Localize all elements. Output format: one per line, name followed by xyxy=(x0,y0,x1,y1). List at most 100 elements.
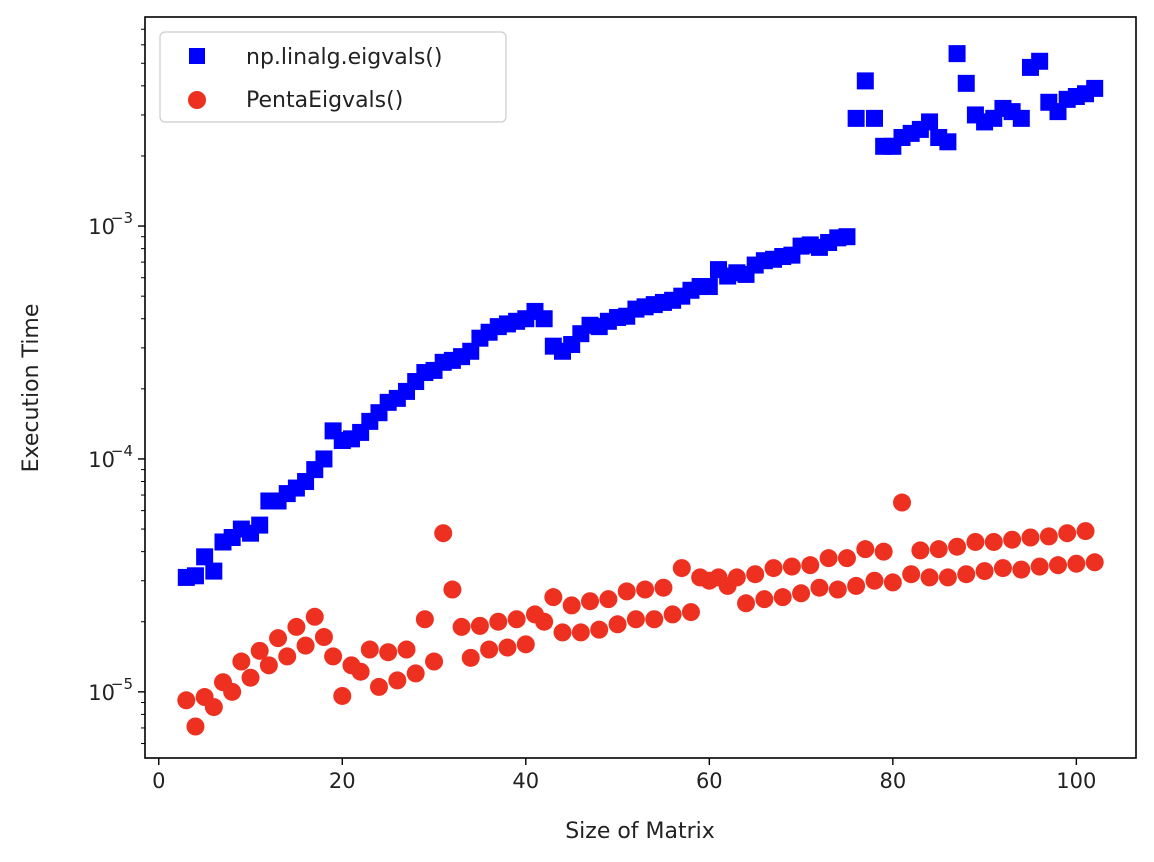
data-point xyxy=(847,576,866,595)
data-point xyxy=(204,698,223,717)
data-point xyxy=(177,691,196,710)
x-tick-label: 100 xyxy=(1056,769,1096,793)
legend-marker-circle xyxy=(188,91,206,109)
data-point xyxy=(948,537,967,556)
data-point xyxy=(902,565,921,584)
y-tick-label-exponent: −3 xyxy=(111,209,133,227)
data-point xyxy=(737,594,756,613)
data-point xyxy=(921,113,939,131)
data-point xyxy=(920,568,939,587)
data-point xyxy=(315,450,333,468)
data-point xyxy=(663,605,682,624)
data-point xyxy=(819,549,838,568)
data-point xyxy=(259,656,278,675)
data-point xyxy=(1030,557,1049,576)
data-point xyxy=(480,640,499,659)
series-0 xyxy=(177,45,1104,586)
data-point xyxy=(1086,79,1104,97)
data-point xyxy=(232,652,251,671)
data-point xyxy=(425,652,444,671)
data-point xyxy=(1012,109,1030,127)
data-point xyxy=(489,612,508,631)
data-point xyxy=(498,638,517,657)
data-point xyxy=(287,617,306,636)
data-point xyxy=(379,643,398,662)
data-point xyxy=(636,580,655,599)
data-point xyxy=(452,617,471,636)
data-point xyxy=(681,603,700,622)
y-axis: 10−510−410−3 xyxy=(88,28,145,745)
data-point xyxy=(516,635,535,654)
data-point xyxy=(1039,527,1058,546)
legend-label-penta: PentaEigvals() xyxy=(246,88,403,113)
data-point xyxy=(186,717,205,736)
legend-label-eigvals: np.linalg.eigvals() xyxy=(246,45,442,70)
data-point xyxy=(1058,524,1077,543)
data-point xyxy=(269,629,288,648)
y-tick-label: 10 xyxy=(88,448,115,472)
data-point xyxy=(1067,554,1086,573)
data-point xyxy=(333,686,352,705)
data-point xyxy=(571,623,590,642)
data-point xyxy=(948,45,966,63)
data-point xyxy=(397,640,416,659)
data-point xyxy=(801,556,820,575)
data-point xyxy=(874,542,893,561)
data-point xyxy=(957,74,975,92)
data-point xyxy=(223,682,242,701)
legend-frame xyxy=(159,31,507,123)
series-1 xyxy=(177,493,1104,736)
x-axis-label: Size of Matrix xyxy=(565,819,715,844)
data-point xyxy=(351,662,370,681)
data-point xyxy=(461,648,480,667)
x-axis: 0 20 40 60 80 100 xyxy=(152,758,1096,793)
plot-frame xyxy=(144,16,1137,759)
data-point xyxy=(893,493,912,512)
x-tick-label: 60 xyxy=(696,769,723,793)
data-point xyxy=(865,109,883,127)
data-point xyxy=(251,516,269,534)
data-point xyxy=(470,616,489,635)
data-point xyxy=(278,647,297,666)
data-point xyxy=(581,592,600,611)
data-point xyxy=(865,571,884,590)
series-layer xyxy=(177,45,1104,736)
data-point xyxy=(626,610,645,629)
data-point xyxy=(241,668,260,687)
data-point xyxy=(957,565,976,584)
data-point xyxy=(847,109,865,127)
data-point xyxy=(654,578,673,597)
data-point xyxy=(939,133,957,151)
data-point xyxy=(1031,52,1049,70)
data-point xyxy=(810,578,829,597)
data-point xyxy=(1049,556,1068,575)
data-point xyxy=(434,524,453,543)
x-tick-label: 80 xyxy=(879,769,906,793)
data-point xyxy=(250,641,269,660)
data-point xyxy=(1076,522,1095,541)
data-point xyxy=(856,540,875,559)
data-point xyxy=(196,548,214,566)
legend: np.linalg.eigvals() PentaEigvals() xyxy=(159,31,507,123)
y-tick-label: 10 xyxy=(88,215,115,239)
data-point xyxy=(388,671,407,690)
data-point xyxy=(324,647,343,666)
y-tick-label-exponent: −4 xyxy=(111,442,133,460)
data-point xyxy=(1003,530,1022,549)
data-point xyxy=(535,612,554,631)
data-point xyxy=(929,540,948,559)
x-tick-label: 40 xyxy=(512,769,539,793)
data-point xyxy=(535,310,553,328)
data-point xyxy=(746,565,765,584)
data-point xyxy=(700,278,718,296)
data-point xyxy=(837,549,856,568)
data-point xyxy=(975,562,994,581)
data-point xyxy=(938,568,957,587)
x-tick-label: 20 xyxy=(329,769,356,793)
data-point xyxy=(462,342,480,360)
data-point xyxy=(1085,553,1104,572)
data-point xyxy=(443,580,462,599)
data-point xyxy=(883,573,902,592)
plot-area xyxy=(144,16,1137,759)
